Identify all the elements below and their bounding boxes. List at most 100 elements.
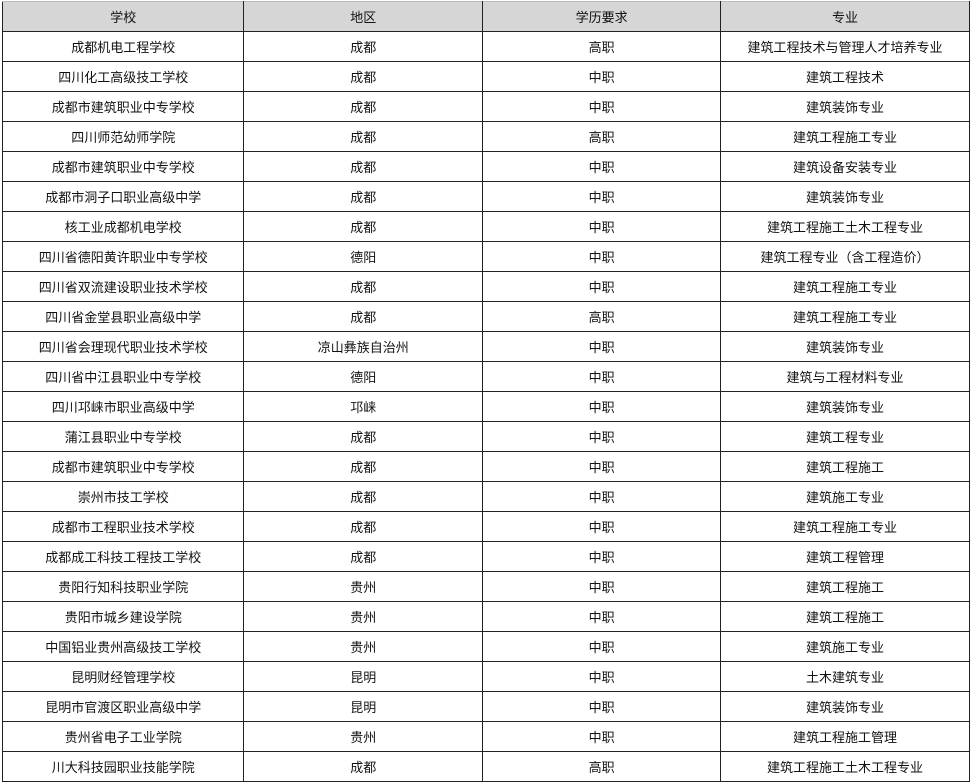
cell-region[interactable]: 成都: [243, 301, 484, 332]
cell-school[interactable]: 昆明市官渡区职业高级中学: [1, 691, 245, 722]
cell-school[interactable]: 贵阳行知科技职业学院: [1, 571, 245, 602]
cell-school[interactable]: 川大科技园职业技能学院: [1, 751, 245, 782]
cell-major[interactable]: 建筑工程施工土木工程专业: [720, 211, 970, 242]
cell-school[interactable]: 蒲江县职业中专学校: [1, 421, 245, 452]
cell-major[interactable]: 建筑施工专业: [720, 481, 970, 512]
cell-education[interactable]: 中职: [482, 181, 722, 212]
cell-major[interactable]: 建筑工程施工: [720, 601, 970, 632]
cell-school[interactable]: 成都市工程职业技术学校: [1, 511, 245, 542]
cell-major[interactable]: 建筑工程施工土木工程专业: [720, 751, 970, 782]
cell-region[interactable]: 邛崃: [243, 391, 484, 422]
cell-education[interactable]: 中职: [482, 151, 722, 182]
cell-region[interactable]: 成都: [243, 211, 484, 242]
cell-major[interactable]: 建筑工程施工: [720, 451, 970, 482]
cell-region[interactable]: 成都: [243, 31, 484, 62]
cell-region[interactable]: 成都: [243, 61, 484, 92]
cell-region[interactable]: 成都: [243, 511, 484, 542]
cell-education[interactable]: 中职: [482, 631, 722, 662]
cell-major[interactable]: 建筑工程施工专业: [720, 271, 970, 302]
cell-major[interactable]: 建筑工程施工: [720, 571, 970, 602]
cell-education[interactable]: 中职: [482, 91, 722, 122]
cell-school[interactable]: 成都机电工程学校: [1, 31, 245, 62]
cell-education[interactable]: 高职: [482, 301, 722, 332]
cell-education[interactable]: 中职: [482, 331, 722, 362]
cell-major[interactable]: 建筑装饰专业: [720, 91, 970, 122]
cell-major[interactable]: 建筑与工程材料专业: [720, 361, 970, 392]
cell-education[interactable]: 中职: [482, 481, 722, 512]
cell-region[interactable]: 成都: [243, 541, 484, 572]
cell-region[interactable]: 成都: [243, 181, 484, 212]
cell-region[interactable]: 昆明: [243, 661, 484, 692]
cell-education[interactable]: 中职: [482, 451, 722, 482]
cell-school[interactable]: 崇州市技工学校: [1, 481, 245, 512]
cell-region[interactable]: 成都: [243, 151, 484, 182]
cell-region[interactable]: 凉山彝族自治州: [243, 331, 484, 362]
cell-major[interactable]: 建筑装饰专业: [720, 391, 970, 422]
cell-region[interactable]: 成都: [243, 421, 484, 452]
cell-region[interactable]: 成都: [243, 91, 484, 122]
cell-education[interactable]: 中职: [482, 691, 722, 722]
cell-education[interactable]: 中职: [482, 661, 722, 692]
header-education[interactable]: 学历要求: [482, 1, 722, 32]
cell-region[interactable]: 成都: [243, 271, 484, 302]
cell-education[interactable]: 高职: [482, 121, 722, 152]
cell-education[interactable]: 中职: [482, 361, 722, 392]
cell-region[interactable]: 贵州: [243, 721, 484, 752]
cell-school[interactable]: 四川师范幼师学院: [1, 121, 245, 152]
cell-school[interactable]: 昆明财经管理学校: [1, 661, 245, 692]
cell-school[interactable]: 四川省会理现代职业技术学校: [1, 331, 245, 362]
cell-major[interactable]: 建筑施工专业: [720, 631, 970, 662]
cell-region[interactable]: 成都: [243, 121, 484, 152]
cell-major[interactable]: 土木建筑专业: [720, 661, 970, 692]
cell-education[interactable]: 中职: [482, 541, 722, 572]
cell-region[interactable]: 成都: [243, 751, 484, 782]
cell-major[interactable]: 建筑工程管理: [720, 541, 970, 572]
cell-education[interactable]: 中职: [482, 271, 722, 302]
cell-major[interactable]: 建筑工程施工管理: [720, 721, 970, 752]
cell-school[interactable]: 成都市建筑职业中专学校: [1, 451, 245, 482]
cell-region[interactable]: 昆明: [243, 691, 484, 722]
cell-region[interactable]: 贵州: [243, 601, 484, 632]
cell-region[interactable]: 德阳: [243, 361, 484, 392]
cell-education[interactable]: 中职: [482, 511, 722, 542]
cell-education[interactable]: 中职: [482, 571, 722, 602]
cell-school[interactable]: 四川省中江县职业中专学校: [1, 361, 245, 392]
header-major[interactable]: 专业: [720, 1, 970, 32]
cell-major[interactable]: 建筑工程施工专业: [720, 301, 970, 332]
cell-school[interactable]: 四川省德阳黄许职业中专学校: [1, 241, 245, 272]
cell-school[interactable]: 成都市建筑职业中专学校: [1, 91, 245, 122]
cell-region[interactable]: 贵州: [243, 631, 484, 662]
cell-school[interactable]: 四川邛崃市职业高级中学: [1, 391, 245, 422]
cell-education[interactable]: 中职: [482, 601, 722, 632]
cell-major[interactable]: 建筑工程施工专业: [720, 121, 970, 152]
cell-region[interactable]: 成都: [243, 481, 484, 512]
cell-education[interactable]: 中职: [482, 241, 722, 272]
cell-major[interactable]: 建筑装饰专业: [720, 331, 970, 362]
cell-school[interactable]: 成都成工科技工程技工学校: [1, 541, 245, 572]
header-region[interactable]: 地区: [243, 1, 484, 32]
cell-major[interactable]: 建筑工程技术: [720, 61, 970, 92]
cell-region[interactable]: 成都: [243, 451, 484, 482]
cell-major[interactable]: 建筑工程施工专业: [720, 511, 970, 542]
cell-school[interactable]: 成都市洞子口职业高级中学: [1, 181, 245, 212]
cell-education[interactable]: 中职: [482, 61, 722, 92]
cell-education[interactable]: 中职: [482, 421, 722, 452]
cell-major[interactable]: 建筑工程技术与管理人才培养专业: [720, 31, 970, 62]
cell-education[interactable]: 高职: [482, 751, 722, 782]
cell-major[interactable]: 建筑设备安装专业: [720, 151, 970, 182]
cell-education[interactable]: 高职: [482, 31, 722, 62]
cell-major[interactable]: 建筑工程专业（含工程造价）: [720, 241, 970, 272]
cell-region[interactable]: 德阳: [243, 241, 484, 272]
cell-school[interactable]: 成都市建筑职业中专学校: [1, 151, 245, 182]
cell-school[interactable]: 贵州省电子工业学院: [1, 721, 245, 752]
cell-major[interactable]: 建筑装饰专业: [720, 181, 970, 212]
cell-school[interactable]: 贵阳市城乡建设学院: [1, 601, 245, 632]
cell-education[interactable]: 中职: [482, 721, 722, 752]
cell-major[interactable]: 建筑工程专业: [720, 421, 970, 452]
header-school[interactable]: 学校: [1, 1, 245, 32]
cell-school[interactable]: 四川省双流建设职业技术学校: [1, 271, 245, 302]
cell-school[interactable]: 核工业成都机电学校: [1, 211, 245, 242]
cell-school[interactable]: 四川化工高级技工学校: [1, 61, 245, 92]
cell-education[interactable]: 中职: [482, 211, 722, 242]
cell-education[interactable]: 中职: [482, 391, 722, 422]
